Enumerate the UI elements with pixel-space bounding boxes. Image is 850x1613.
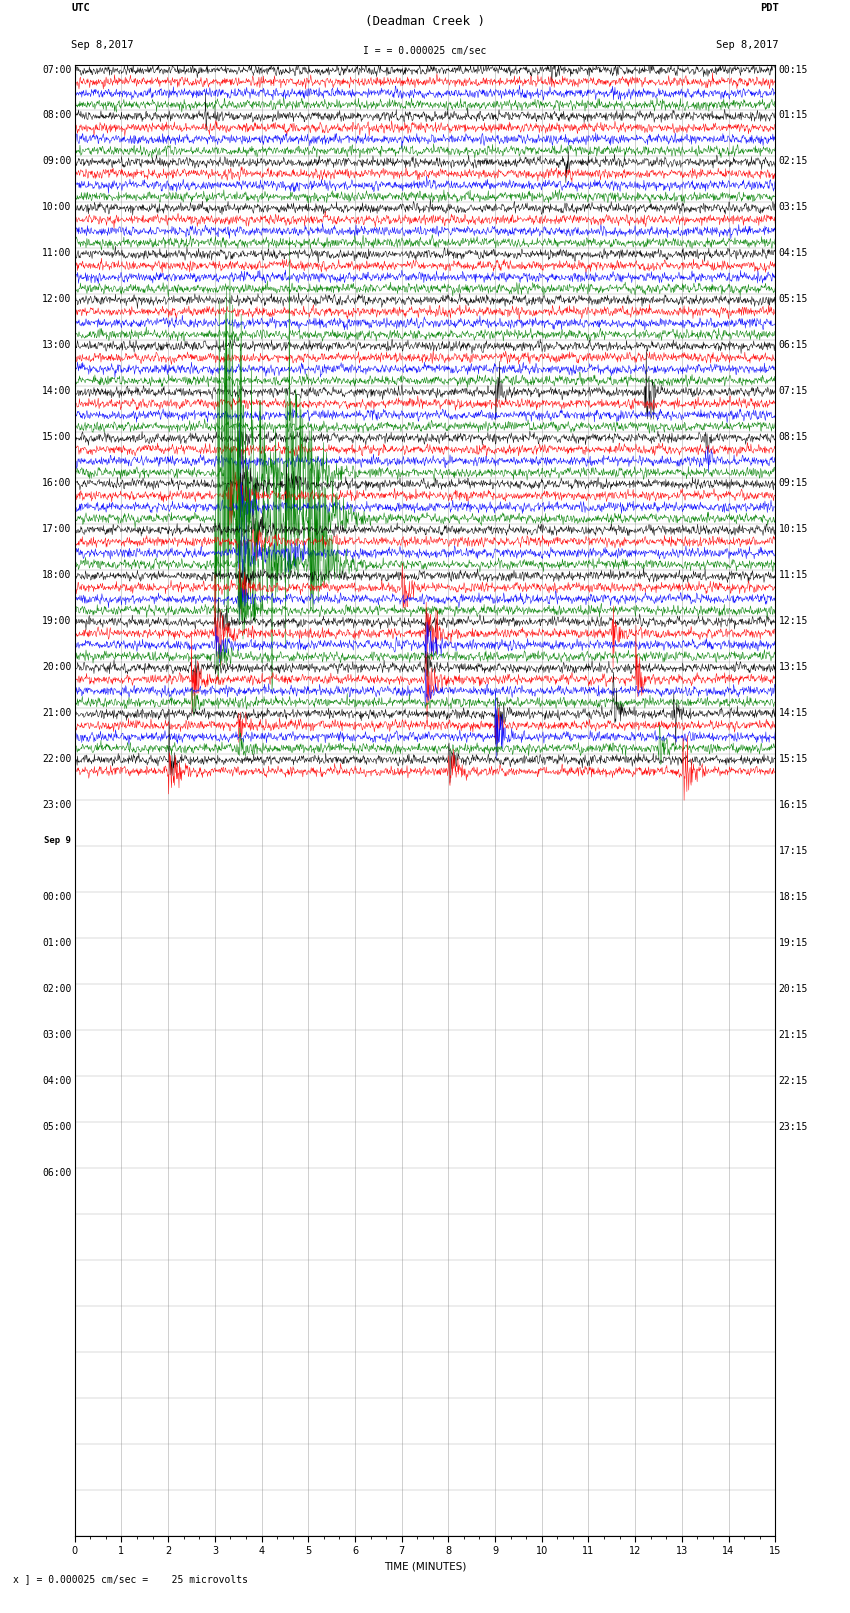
Text: 16:00: 16:00 (42, 477, 71, 489)
Text: 13:00: 13:00 (42, 340, 71, 350)
Text: 18:00: 18:00 (42, 571, 71, 581)
Text: 06:15: 06:15 (779, 340, 808, 350)
Text: UTC: UTC (71, 3, 90, 13)
Text: 20:15: 20:15 (779, 984, 808, 994)
Text: 05:15: 05:15 (779, 294, 808, 305)
Text: 01:15: 01:15 (779, 110, 808, 121)
Text: x ] = 0.000025 cm/sec =    25 microvolts: x ] = 0.000025 cm/sec = 25 microvolts (13, 1574, 247, 1584)
Text: 22:00: 22:00 (42, 755, 71, 765)
Text: Sep 9: Sep 9 (44, 836, 71, 845)
Text: MDC EHZ NC 02: MDC EHZ NC 02 (377, 0, 473, 3)
Text: 14:15: 14:15 (779, 708, 808, 718)
Text: PDT: PDT (760, 3, 779, 13)
Text: 19:00: 19:00 (42, 616, 71, 626)
Text: 11:15: 11:15 (779, 571, 808, 581)
Text: 07:15: 07:15 (779, 387, 808, 397)
Text: 10:00: 10:00 (42, 202, 71, 213)
Text: 17:00: 17:00 (42, 524, 71, 534)
Text: 05:00: 05:00 (42, 1123, 71, 1132)
Text: 19:15: 19:15 (779, 939, 808, 948)
Text: Sep 8,2017: Sep 8,2017 (717, 40, 779, 50)
Text: Sep 8,2017: Sep 8,2017 (71, 40, 133, 50)
Text: 22:15: 22:15 (779, 1076, 808, 1086)
Text: 11:00: 11:00 (42, 248, 71, 258)
Text: 23:15: 23:15 (779, 1123, 808, 1132)
Text: 08:15: 08:15 (779, 432, 808, 442)
Text: 21:00: 21:00 (42, 708, 71, 718)
Text: (Deadman Creek ): (Deadman Creek ) (365, 15, 485, 27)
Text: 09:15: 09:15 (779, 477, 808, 489)
Text: 20:00: 20:00 (42, 661, 71, 673)
Text: 03:00: 03:00 (42, 1031, 71, 1040)
Text: I = = 0.000025 cm/sec: I = = 0.000025 cm/sec (363, 45, 487, 56)
Text: 17:15: 17:15 (779, 845, 808, 857)
Text: 13:15: 13:15 (779, 661, 808, 673)
Text: 04:00: 04:00 (42, 1076, 71, 1086)
Text: 12:00: 12:00 (42, 294, 71, 305)
Text: 12:15: 12:15 (779, 616, 808, 626)
Text: 10:15: 10:15 (779, 524, 808, 534)
Text: 06:00: 06:00 (42, 1168, 71, 1177)
Text: 15:15: 15:15 (779, 755, 808, 765)
Text: 23:00: 23:00 (42, 800, 71, 810)
Text: 02:00: 02:00 (42, 984, 71, 994)
Text: 14:00: 14:00 (42, 387, 71, 397)
Text: 07:00: 07:00 (42, 65, 71, 74)
Text: 00:00: 00:00 (42, 892, 71, 902)
Text: 02:15: 02:15 (779, 156, 808, 166)
Text: 00:15: 00:15 (779, 65, 808, 74)
Text: 01:00: 01:00 (42, 939, 71, 948)
Text: 18:15: 18:15 (779, 892, 808, 902)
Text: 21:15: 21:15 (779, 1031, 808, 1040)
Text: 09:00: 09:00 (42, 156, 71, 166)
Text: 04:15: 04:15 (779, 248, 808, 258)
Text: 08:00: 08:00 (42, 110, 71, 121)
Text: 16:15: 16:15 (779, 800, 808, 810)
Text: 03:15: 03:15 (779, 202, 808, 213)
X-axis label: TIME (MINUTES): TIME (MINUTES) (384, 1561, 466, 1571)
Text: 15:00: 15:00 (42, 432, 71, 442)
